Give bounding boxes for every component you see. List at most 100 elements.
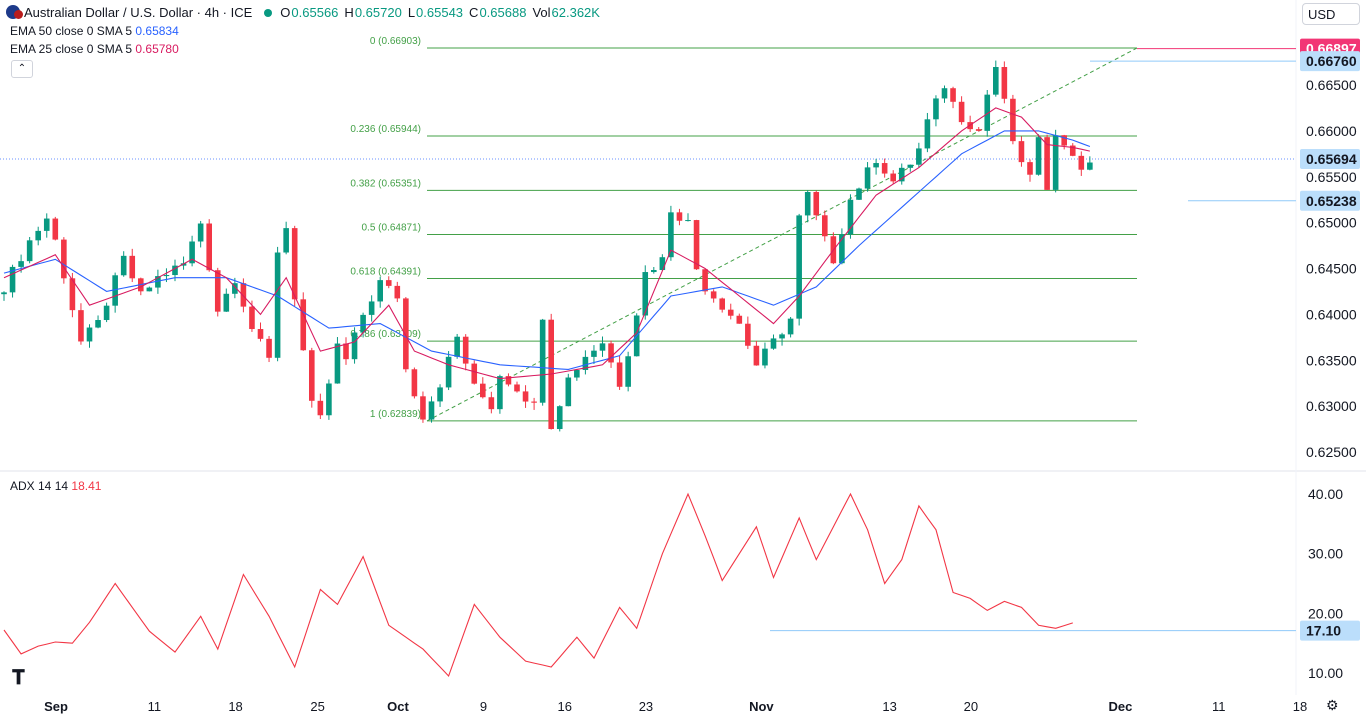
- candle-body: [377, 280, 383, 302]
- candle-body: [993, 67, 999, 95]
- candle-body: [642, 272, 649, 316]
- candle-body: [309, 350, 315, 401]
- candle-body: [779, 334, 785, 339]
- fib-label-1: 1 (0.62839): [370, 409, 421, 420]
- adx-tick-label: 20.00: [1308, 605, 1343, 621]
- x-tick-label: Sep: [44, 699, 68, 714]
- adx-value: 18.41: [71, 479, 102, 493]
- low-label: L: [407, 5, 416, 20]
- candle-body: [146, 287, 153, 292]
- candle-body: [693, 220, 700, 270]
- candle-body: [864, 167, 871, 189]
- candle-body: [274, 252, 281, 358]
- candle-body: [1061, 135, 1067, 146]
- candle-body: [403, 298, 409, 370]
- candle-body: [591, 350, 597, 357]
- adx-tag: 17.10: [1306, 623, 1341, 639]
- candle-body: [556, 406, 563, 430]
- candle-body: [770, 338, 777, 349]
- candle-body: [163, 275, 170, 277]
- candle-body: [317, 400, 324, 416]
- x-tick-label: 9: [480, 699, 487, 714]
- candle-body: [898, 167, 905, 182]
- x-tick-label: 23: [639, 699, 653, 714]
- high-value: 0.65720: [354, 5, 402, 20]
- candle-body: [847, 199, 854, 235]
- candle-body: [488, 397, 495, 410]
- price-tick-label: 0.66000: [1306, 123, 1357, 139]
- candle-body: [856, 188, 862, 200]
- candle-body: [326, 383, 332, 416]
- gear-icon[interactable]: ⚙: [1326, 697, 1339, 713]
- candle-body: [736, 315, 743, 324]
- candle-body: [599, 343, 606, 351]
- candle-body: [531, 401, 537, 403]
- currency-select[interactable]: USD: [1302, 3, 1360, 25]
- candle-body: [411, 369, 418, 397]
- fib-label-0-382: 0.382 (0.65351): [350, 178, 421, 189]
- candle-body: [214, 270, 221, 312]
- candle-body: [574, 369, 580, 378]
- candle-body: [873, 163, 879, 168]
- candle-body: [26, 240, 33, 262]
- ema50-legend[interactable]: EMA 50 close 0 SMA 5 0.65834: [10, 22, 179, 40]
- ema25-value: 0.65780: [135, 42, 179, 56]
- price-tag-bg: [1300, 190, 1360, 211]
- candle-body: [300, 299, 307, 351]
- x-tick-label: Oct: [387, 699, 409, 714]
- candle-body: [223, 293, 230, 312]
- aud-usd-flag-icon: [6, 5, 23, 19]
- candle-body: [984, 94, 991, 131]
- candle-body: [608, 343, 614, 363]
- candle-body: [1078, 155, 1085, 170]
- price-tick-label: 0.64000: [1306, 306, 1357, 322]
- candle-body: [172, 265, 178, 276]
- candle-body: [454, 336, 460, 357]
- candle-body: [35, 230, 41, 241]
- candle-body: [839, 234, 845, 264]
- candle-body: [659, 257, 666, 271]
- candle-body: [1027, 162, 1033, 175]
- price-tag: 0.65238: [1306, 193, 1357, 209]
- fib-label-0-5: 0.5 (0.64871): [362, 222, 422, 233]
- adx-tick-label: 30.00: [1308, 546, 1343, 562]
- candle-body: [916, 148, 922, 165]
- candle-body: [950, 88, 956, 102]
- candle-body: [1, 292, 7, 295]
- candle-body: [52, 218, 59, 240]
- collapse-legend-button[interactable]: ⌃: [11, 60, 33, 78]
- candle-body: [197, 223, 204, 242]
- candle-body: [890, 173, 896, 182]
- ema25-legend[interactable]: EMA 25 close 0 SMA 5 0.65780: [10, 40, 179, 58]
- symbol-title: Australian Dollar / U.S. Dollar · 4h · I…: [24, 5, 253, 20]
- price-tick-label: 0.65500: [1306, 169, 1357, 185]
- candle-body: [86, 327, 93, 342]
- candle-body: [18, 261, 24, 267]
- candle-body: [471, 363, 478, 384]
- ema50-line: [3, 130, 1091, 370]
- volume-label: Vol: [532, 5, 551, 20]
- price-tag-bg: [1300, 148, 1360, 169]
- price-tick-label: 0.64500: [1306, 261, 1357, 277]
- candle-body: [941, 88, 948, 99]
- candle-body: [522, 391, 529, 402]
- candle-body: [232, 283, 238, 294]
- candle-body: [762, 348, 768, 366]
- price-tick-label: 0.62500: [1306, 444, 1357, 460]
- candle-body: [480, 383, 486, 398]
- price-tick-label: 0.63000: [1306, 398, 1357, 414]
- adx-legend[interactable]: ADX 14 14 18.41: [10, 477, 101, 495]
- candle-body: [120, 255, 127, 276]
- candle-body: [462, 336, 469, 364]
- candle-body: [685, 220, 691, 222]
- x-tick-label: 20: [964, 699, 978, 714]
- close-value: 0.65688: [479, 5, 527, 20]
- candle-body: [565, 377, 572, 407]
- candle-body: [249, 306, 255, 330]
- candle-body: [360, 314, 366, 333]
- fib-label-0-236: 0.236 (0.65944): [350, 124, 421, 135]
- candle-body: [822, 215, 828, 237]
- candle-body: [651, 270, 657, 273]
- candle-body: [1052, 135, 1059, 190]
